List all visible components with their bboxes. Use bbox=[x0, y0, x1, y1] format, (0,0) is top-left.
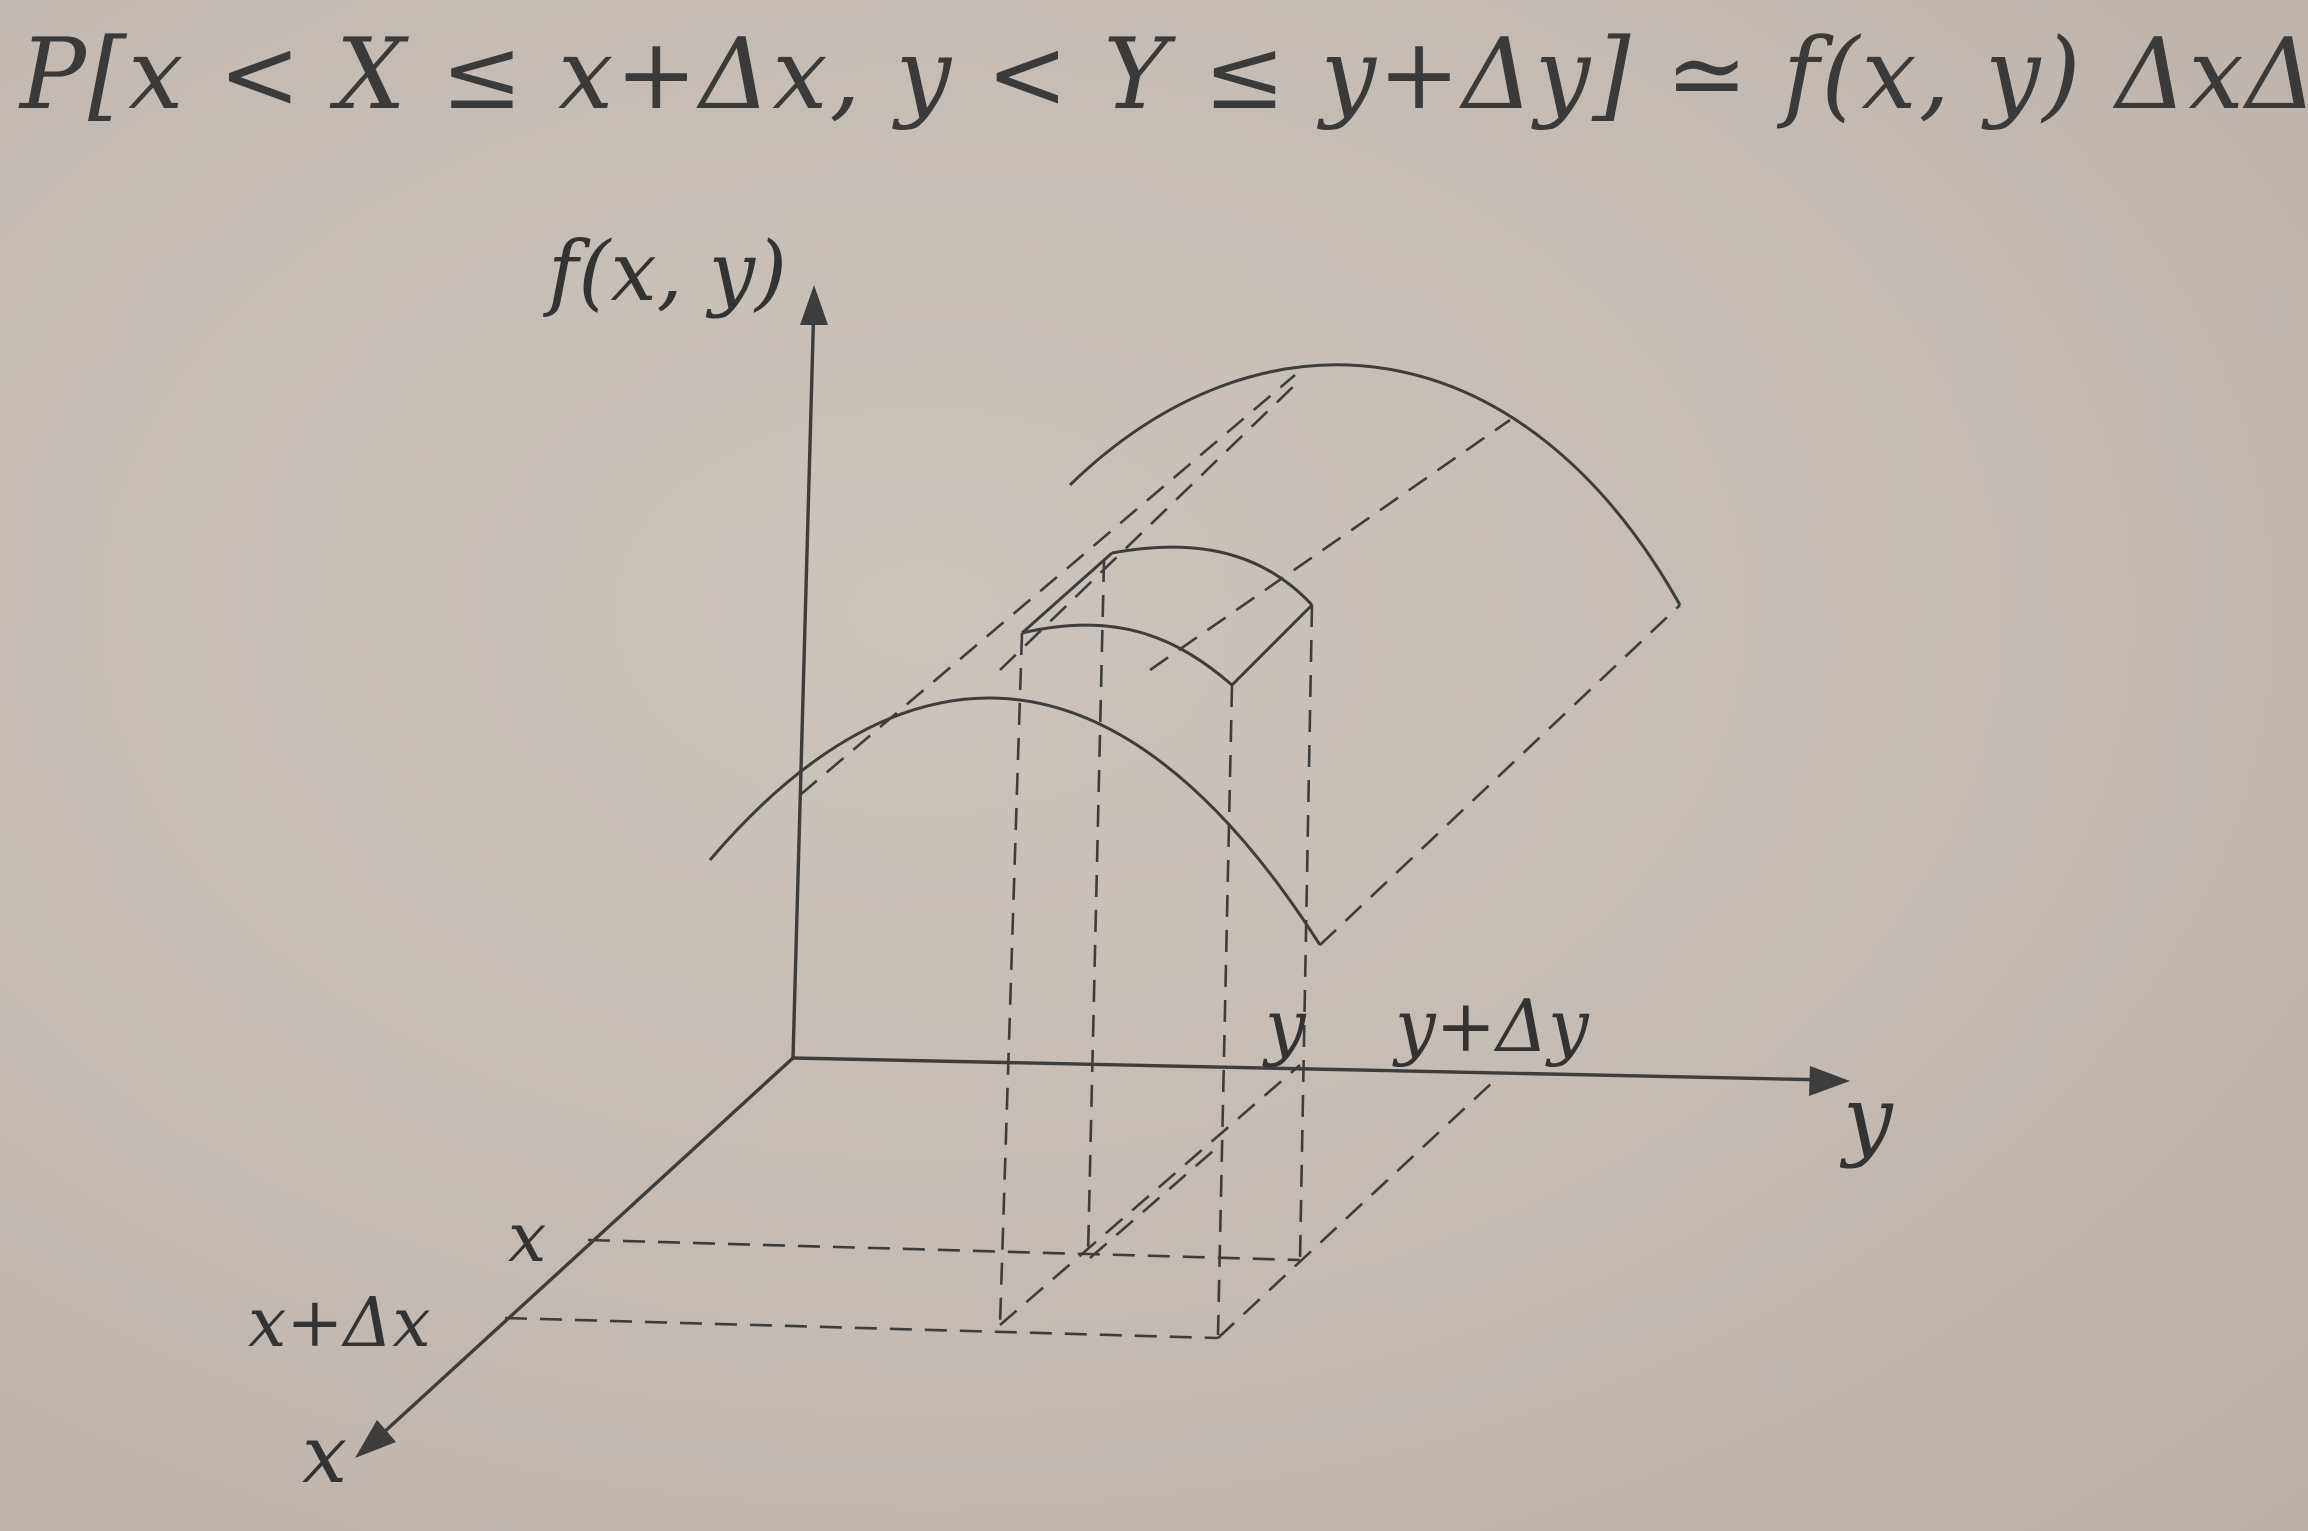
surface-edge-right bbox=[1319, 604, 1681, 946]
patch-back-curve bbox=[1111, 545, 1314, 607]
surface-ridge-1 bbox=[999, 379, 1301, 671]
vertical-axis-arrowhead bbox=[800, 285, 828, 325]
y-axis-arrowhead bbox=[1809, 1066, 1850, 1096]
base-line-x bbox=[587, 1238, 1301, 1262]
base-line-y bbox=[999, 1064, 1301, 1326]
y-axis bbox=[792, 1056, 1831, 1082]
column-line-1 bbox=[998, 632, 1024, 1326]
tick-label-x: x bbox=[508, 1199, 547, 1278]
column-line-2 bbox=[1086, 559, 1106, 1256]
tick-label-y-plus-dy: y+Δy bbox=[1395, 984, 1589, 1068]
patch-front-curve bbox=[1021, 623, 1233, 687]
tick-label-y: y bbox=[1265, 984, 1306, 1068]
base-line-mid bbox=[1089, 1144, 1221, 1259]
x-axis bbox=[368, 1056, 795, 1447]
base-line-y-plus-dy bbox=[1217, 1079, 1496, 1339]
x-axis-label: x bbox=[302, 1408, 348, 1501]
column-line-4 bbox=[1298, 604, 1314, 1261]
x-axis-arrowhead bbox=[355, 1420, 396, 1458]
element-patch bbox=[1021, 545, 1314, 687]
patch-left-edge bbox=[1021, 551, 1113, 635]
tick-label-x-plus-dx: x+Δx bbox=[248, 1284, 431, 1363]
density-surface bbox=[708, 363, 1682, 946]
base-line-x-plus-dx bbox=[504, 1316, 1219, 1340]
vertical-axis-label: f(x, y) bbox=[548, 225, 788, 320]
base-footprint bbox=[504, 1064, 1496, 1340]
column-line-3 bbox=[1216, 684, 1234, 1336]
element-column bbox=[998, 559, 1314, 1336]
surface-ridge-2 bbox=[1149, 418, 1511, 672]
surface-edge-left bbox=[799, 374, 1296, 796]
vertical-axis bbox=[791, 299, 816, 1059]
probability-formula: P[x < X ≤ x+Δx, y < Y ≤ y+Δy] ≃ f(x, y) … bbox=[20, 18, 2308, 132]
axes bbox=[355, 285, 1850, 1458]
y-axis-label: y bbox=[1843, 1067, 1893, 1170]
back-curve bbox=[1068, 363, 1682, 606]
patch-right-edge bbox=[1230, 603, 1314, 687]
front-curve bbox=[708, 696, 1322, 946]
